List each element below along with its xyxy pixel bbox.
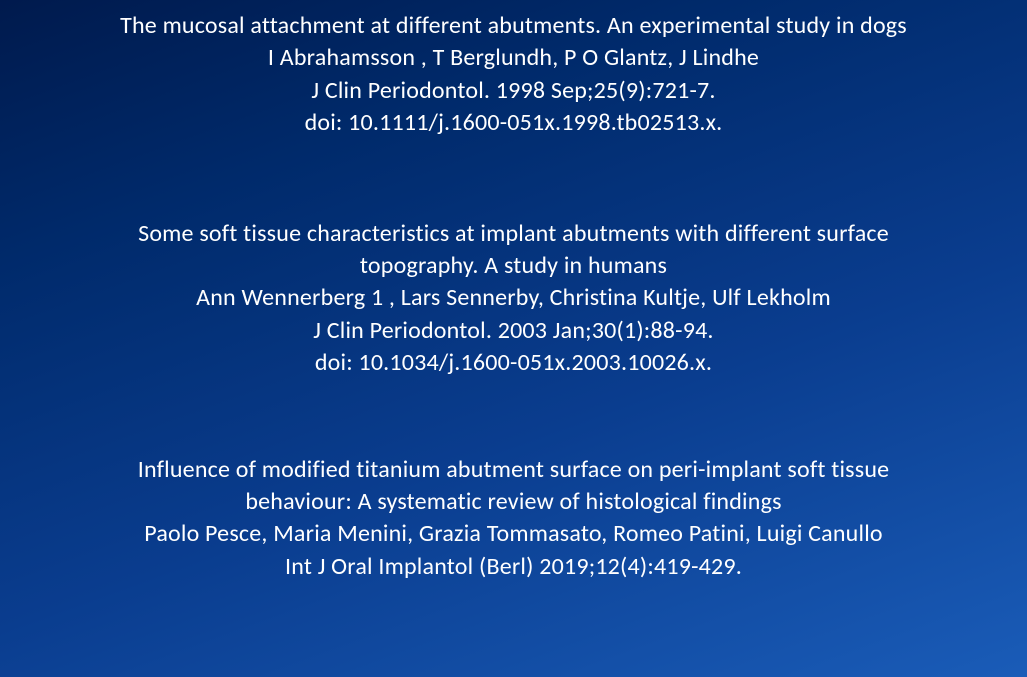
citation-1-doi: doi: 10.1111/j.1600-051x.1998.tb02513.x.: [30, 107, 997, 139]
citation-2-doi: doi: 10.1034/j.1600-051x.2003.10026.x.: [30, 347, 997, 379]
citation-2-title-line1: Some soft tissue characteristics at impl…: [30, 218, 997, 250]
citation-3-title-line2: behaviour: A systematic review of histol…: [30, 486, 997, 518]
citation-3: Influence of modified titanium abutment …: [30, 454, 997, 584]
citation-2: Some soft tissue characteristics at impl…: [30, 218, 997, 380]
citation-2-journal: J Clin Periodontol. 2003 Jan;30(1):88-94…: [30, 315, 997, 347]
citation-3-journal: Int J Oral Implantol (Berl) 2019;12(4):4…: [30, 551, 997, 583]
citation-3-authors: Paolo Pesce, Maria Menini, Grazia Tommas…: [30, 518, 997, 550]
citation-3-title-line1: Influence of modified titanium abutment …: [30, 454, 997, 486]
citation-1-journal: J Clin Periodontol. 1998 Sep;25(9):721-7…: [30, 75, 997, 107]
citation-2-title-line2: topography. A study in humans: [30, 250, 997, 282]
citation-1: The mucosal attachment at different abut…: [30, 10, 997, 140]
citation-1-authors: I Abrahamsson , T Berglundh, P O Glantz,…: [30, 42, 997, 74]
citation-1-title: The mucosal attachment at different abut…: [30, 10, 997, 42]
citation-2-authors: Ann Wennerberg 1 , Lars Sennerby, Christ…: [30, 282, 997, 314]
